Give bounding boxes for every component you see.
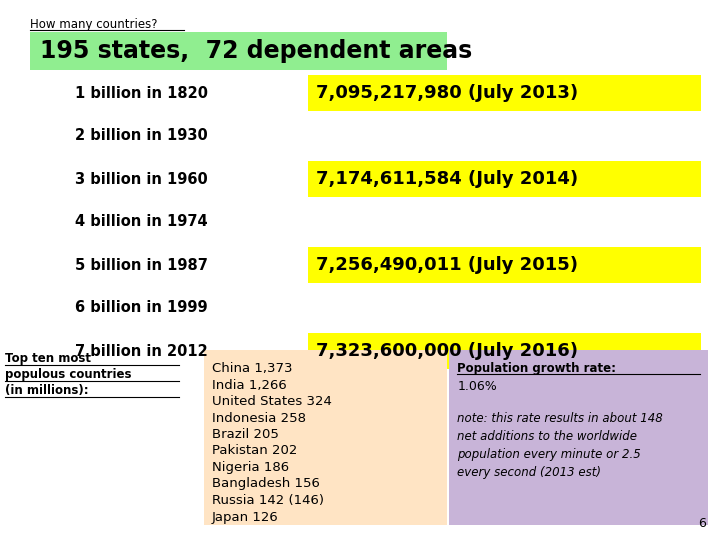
Text: 3 billion in 1960: 3 billion in 1960: [75, 172, 207, 186]
Text: Japan 126: Japan 126: [212, 510, 279, 523]
Text: Bangladesh 156: Bangladesh 156: [212, 477, 320, 490]
Text: 1.06%: 1.06%: [457, 380, 497, 393]
FancyBboxPatch shape: [449, 350, 708, 525]
Text: populous countries: populous countries: [5, 368, 132, 381]
Text: 6 billion in 1999: 6 billion in 1999: [75, 300, 207, 315]
FancyBboxPatch shape: [204, 350, 447, 525]
Text: Pakistan 202: Pakistan 202: [212, 444, 297, 457]
FancyBboxPatch shape: [308, 247, 701, 283]
Text: 7,174,611,584 (July 2014): 7,174,611,584 (July 2014): [316, 170, 578, 188]
Text: Indonesia 258: Indonesia 258: [212, 411, 306, 424]
Text: 5 billion in 1987: 5 billion in 1987: [75, 258, 207, 273]
Text: 4 billion in 1974: 4 billion in 1974: [75, 214, 207, 230]
Text: 7 billion in 2012: 7 billion in 2012: [75, 343, 207, 359]
Text: How many countries?: How many countries?: [30, 18, 158, 31]
Text: 6: 6: [698, 517, 706, 530]
FancyBboxPatch shape: [308, 333, 701, 369]
Text: 7,323,600,000 (July 2016): 7,323,600,000 (July 2016): [316, 342, 578, 360]
FancyBboxPatch shape: [30, 32, 447, 70]
Text: Top ten most: Top ten most: [5, 352, 91, 365]
Text: United States 324: United States 324: [212, 395, 332, 408]
Text: 7,095,217,980 (July 2013): 7,095,217,980 (July 2013): [316, 84, 578, 102]
Text: note: this rate results in about 148
net additions to the worldwide
population e: note: this rate results in about 148 net…: [457, 412, 663, 479]
Text: Population growth rate:: Population growth rate:: [457, 362, 616, 375]
Text: 2 billion in 1930: 2 billion in 1930: [75, 129, 207, 144]
Text: 1 billion in 1820: 1 billion in 1820: [75, 85, 207, 100]
Text: (in millions):: (in millions):: [5, 384, 89, 397]
Text: Nigeria 186: Nigeria 186: [212, 461, 289, 474]
Text: 7,256,490,011 (July 2015): 7,256,490,011 (July 2015): [316, 256, 578, 274]
Text: Brazil 205: Brazil 205: [212, 428, 279, 441]
Text: 195 states,  72 dependent areas: 195 states, 72 dependent areas: [40, 39, 472, 63]
FancyBboxPatch shape: [308, 75, 701, 111]
Text: Russia 142 (146): Russia 142 (146): [212, 494, 324, 507]
Text: China 1,373: China 1,373: [212, 362, 292, 375]
FancyBboxPatch shape: [308, 161, 701, 197]
Text: India 1,266: India 1,266: [212, 379, 287, 392]
